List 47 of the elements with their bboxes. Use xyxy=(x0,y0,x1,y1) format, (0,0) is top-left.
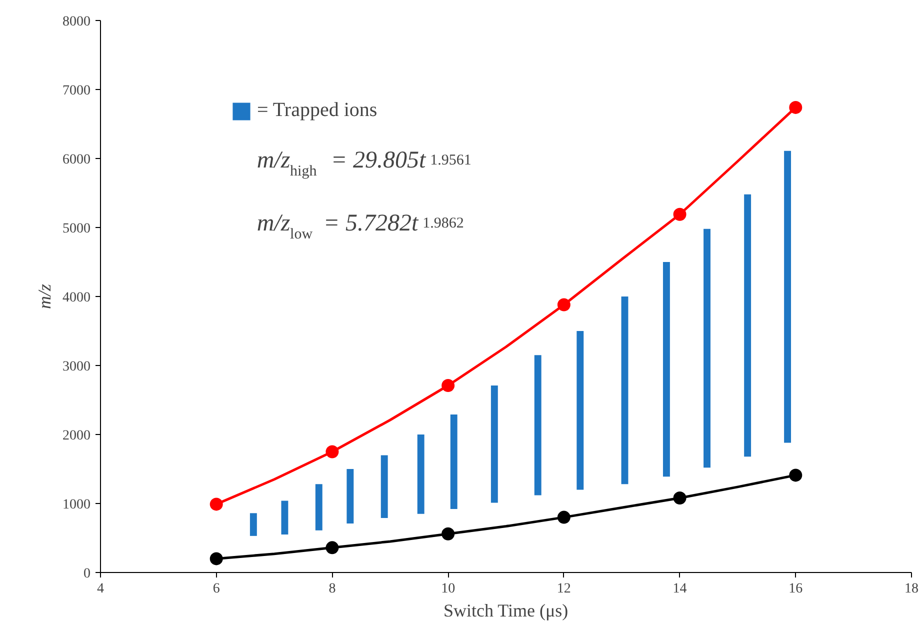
x-tick-label: 8 xyxy=(328,582,336,596)
point xyxy=(210,498,223,511)
point xyxy=(789,100,802,114)
x-tick-label: 16 xyxy=(788,582,803,596)
y-tick-label: 0 xyxy=(84,566,90,582)
point xyxy=(557,510,570,524)
y-tick-label: 4000 xyxy=(62,290,90,306)
point xyxy=(210,552,223,566)
bar xyxy=(417,434,424,514)
bar xyxy=(281,500,288,535)
y-tick-label: 3000 xyxy=(62,360,90,374)
x-tick-label: 18 xyxy=(904,582,918,596)
bar xyxy=(490,386,498,503)
point xyxy=(442,379,455,392)
point xyxy=(673,491,686,504)
bar xyxy=(346,469,354,524)
y-tick-label: 7000 xyxy=(62,84,90,98)
bar xyxy=(704,228,710,468)
x-axis-title: Switch Time (μs) xyxy=(444,600,568,620)
x-tick-label: 12 xyxy=(556,582,571,596)
bar xyxy=(576,331,584,490)
bar xyxy=(380,455,388,518)
bar xyxy=(662,262,670,477)
bar xyxy=(250,513,257,536)
point xyxy=(442,527,455,540)
point xyxy=(673,208,686,221)
y-tick-label: 6000 xyxy=(62,152,90,168)
y-tick-label: 5000 xyxy=(62,222,90,236)
bar xyxy=(534,355,542,496)
bar xyxy=(621,296,628,484)
x-tick-label: 4 xyxy=(97,582,104,596)
point xyxy=(789,468,802,482)
bar xyxy=(450,414,458,510)
y-tick-label: 2000 xyxy=(62,428,90,444)
y-tick-label: 1000 xyxy=(62,498,90,512)
x-tick-label: 10 xyxy=(441,582,456,596)
bar xyxy=(784,150,792,443)
bar xyxy=(315,484,322,530)
x-tick-label: 6 xyxy=(212,582,220,596)
bar xyxy=(744,194,752,457)
x-tick-label: 14 xyxy=(672,582,687,596)
y-axis-title: m/z xyxy=(34,284,54,309)
legend-label: = Trapped ions xyxy=(257,99,378,122)
point xyxy=(557,298,570,312)
y-tick-label: 8000 xyxy=(62,14,90,30)
point xyxy=(326,445,339,458)
point xyxy=(326,541,339,554)
